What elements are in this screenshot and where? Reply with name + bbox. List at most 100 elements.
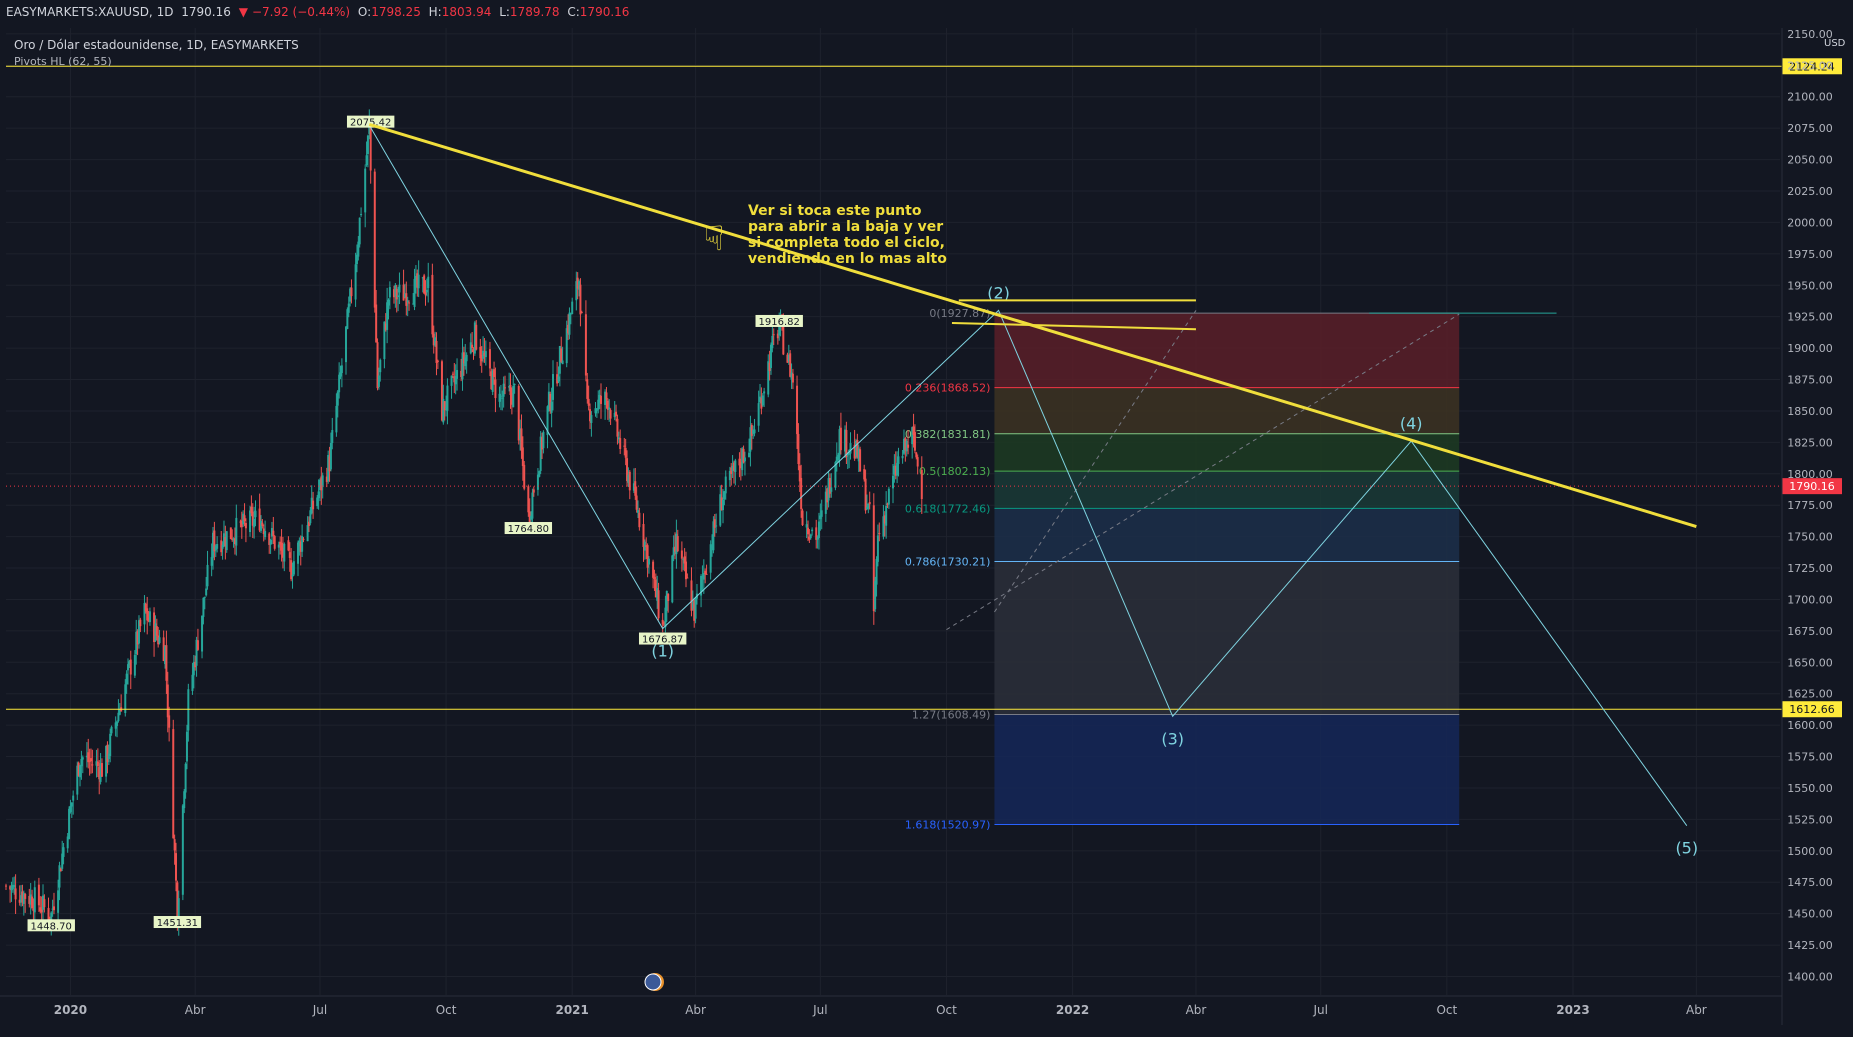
candle-body (883, 515, 886, 524)
price-tick-label: 1475.00 (1787, 876, 1833, 889)
candle-body (95, 761, 98, 766)
pivot-label: 2075.42 (350, 118, 391, 129)
candle-body (264, 530, 267, 538)
price-tick-label: 1400.00 (1787, 971, 1833, 984)
candle-body (701, 576, 704, 578)
candle-body (556, 374, 559, 384)
low-value: 1789.78 (509, 5, 560, 19)
candle-body (22, 892, 25, 904)
candle-body (484, 351, 487, 358)
candle-body (730, 467, 733, 475)
candle-body (624, 447, 627, 458)
candle-body (320, 476, 323, 491)
candle-body (268, 533, 271, 545)
candle-body (653, 577, 656, 579)
fibonacci-retracement[interactable]: 0(1927.87) 0.236(1868.52) 0.382(1831.81) 0.… (905, 307, 1557, 831)
price-tick-label: 1750.00 (1787, 531, 1833, 544)
candle-body (360, 214, 363, 216)
symbol-name[interactable]: EASYMARKETS:XAUUSD, 1D (6, 5, 174, 19)
candle-body (253, 519, 256, 528)
fib-zone (994, 714, 1460, 825)
candle-body (464, 357, 467, 367)
candle-body (748, 452, 751, 458)
price-tick-label: 2125.00 (1787, 59, 1833, 72)
pointing-hand-icon: ☟ (704, 219, 725, 259)
candle-body (251, 511, 254, 526)
candle-body (128, 661, 131, 665)
candle-body (739, 462, 742, 469)
candle-body (164, 646, 167, 665)
fib-level-label: 0.786(1730.21) (905, 555, 991, 568)
candle-body (377, 375, 380, 387)
candle-body (339, 372, 342, 377)
wave-label: (5) (1675, 839, 1698, 858)
candle-body (598, 394, 601, 403)
candle-body (791, 373, 794, 383)
candle-body (722, 499, 725, 511)
chart-title[interactable]: Oro / Dólar estadounidense, 1D, EASYMARK… (14, 38, 299, 52)
candle-body (220, 540, 223, 553)
candle-body (368, 123, 371, 134)
candle-body (916, 457, 919, 467)
candle-body (865, 507, 868, 510)
price-tick-label: 1900.00 (1787, 342, 1833, 355)
price-tick-label: 2100.00 (1787, 91, 1833, 104)
candle-body (604, 391, 607, 405)
fib-level-label: 1.27(1608.49) (912, 708, 991, 721)
candle-body (302, 538, 305, 540)
candle-body (665, 590, 668, 611)
candle-body (350, 287, 353, 297)
candle-body (417, 274, 420, 289)
candle-body (280, 542, 283, 551)
candle-body (58, 865, 61, 888)
price-tick-label: 1875.00 (1787, 374, 1833, 387)
candle-body (480, 354, 483, 362)
candle-body (240, 520, 243, 528)
candle-body (239, 521, 242, 523)
candle-body (473, 322, 476, 354)
candle-body (741, 448, 744, 471)
candle-body (80, 758, 83, 767)
candle-body (510, 392, 513, 405)
candle-body (61, 853, 64, 869)
price-tag-bg (1782, 701, 1842, 718)
candle-body (859, 449, 862, 472)
candle-body (580, 312, 583, 314)
candle-body (277, 544, 280, 548)
candle-body (5, 885, 7, 887)
open-value: 1798.25 (371, 5, 421, 19)
candle-body (768, 362, 771, 372)
price-tick-label: 1425.00 (1787, 939, 1833, 952)
candle-body (109, 733, 112, 756)
price-tick-label: 1775.00 (1787, 499, 1833, 512)
candle-body (854, 440, 857, 456)
price-tick-label: 1650.00 (1787, 656, 1833, 669)
candle-body (704, 570, 707, 575)
candle-body (616, 418, 619, 437)
candle-body (146, 608, 149, 621)
candle-body (575, 281, 578, 301)
fib-zone (994, 387, 1460, 434)
candle-body (57, 890, 60, 913)
candle-body (528, 511, 531, 523)
indicator-legend[interactable]: Pivots HL (62, 55) (14, 55, 112, 68)
candle-body (148, 611, 151, 623)
candle-body (43, 899, 46, 908)
candle-body (157, 635, 160, 645)
candle-body (820, 510, 823, 517)
candle-body (778, 325, 781, 336)
candle-body (915, 452, 918, 458)
candle-body (691, 602, 694, 609)
candle-body (191, 674, 194, 692)
time-tick-label: 2022 (1056, 1003, 1089, 1017)
candle-body (789, 353, 792, 377)
fib-level-label: 0(1927.87) (929, 307, 990, 320)
candle-body (269, 540, 272, 545)
price-tick-label: 2050.00 (1787, 154, 1833, 167)
candle-body (606, 400, 609, 410)
candle-body (539, 436, 542, 471)
candle-body (530, 515, 533, 520)
candle-body (867, 503, 870, 509)
